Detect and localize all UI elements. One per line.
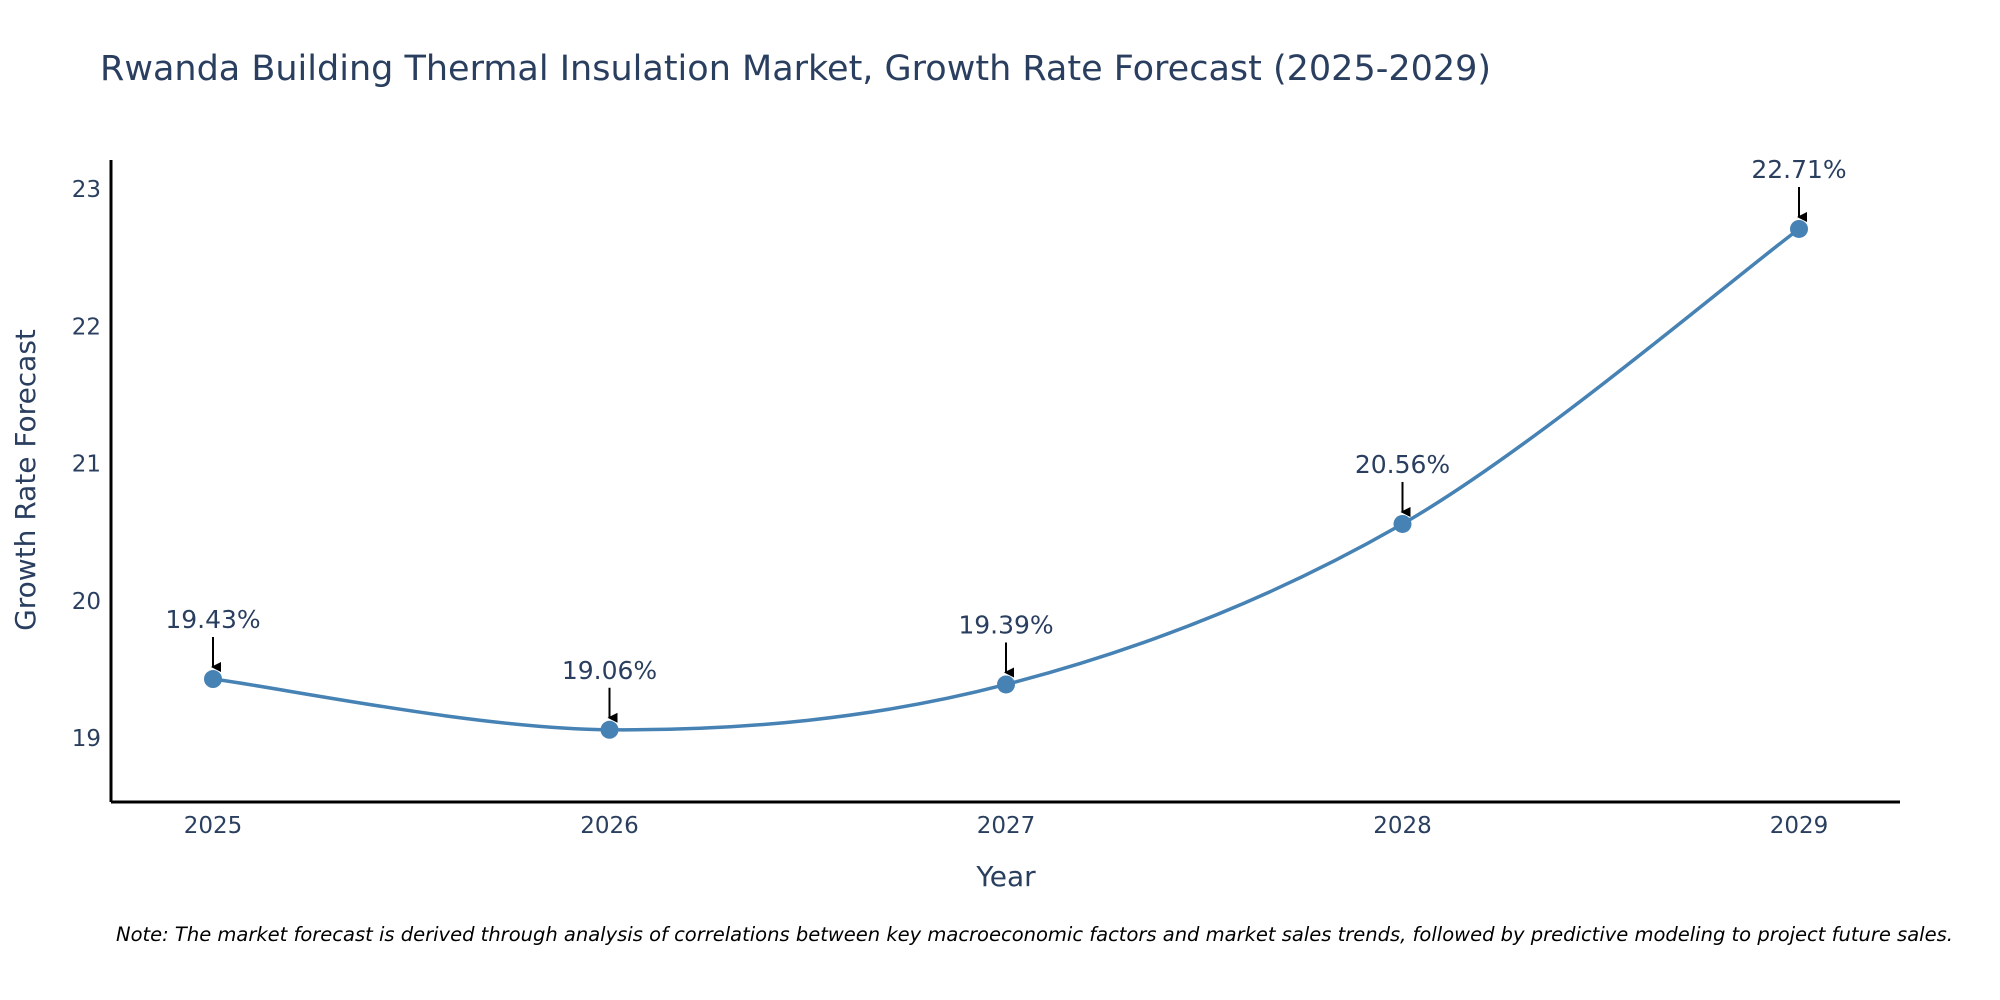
x-tick-label: 2025 — [184, 813, 243, 839]
data-point-2025[interactable] — [204, 670, 222, 689]
footnote: Note: The market forecast is derived thr… — [116, 923, 1953, 946]
y-tick-label: 21 — [72, 452, 101, 478]
annotation-label: 22.71% — [1751, 155, 1846, 184]
annotation-label: 19.43% — [165, 605, 260, 634]
series-layer — [204, 219, 1808, 739]
y-tick-label: 20 — [72, 589, 101, 615]
data-point-2026[interactable] — [600, 720, 619, 739]
x-tick-label: 2026 — [580, 813, 639, 839]
x-tick-label: 2027 — [977, 813, 1036, 839]
annotation-label: 19.06% — [562, 656, 657, 685]
x-tick-labels: 2025 2026 2027 2028 2029 — [184, 813, 1829, 839]
chart-title: Rwanda Building Thermal Insulation Marke… — [100, 49, 1491, 89]
annotations-layer: 19.43% 19.06% 19.39% 20.56% 22.71% — [165, 155, 1847, 723]
x-axis-title: Year — [975, 860, 1036, 893]
annotation-label: 19.39% — [958, 610, 1053, 639]
data-point-2029[interactable] — [1790, 219, 1808, 238]
y-axis-title: Growth Rate Forecast — [9, 329, 42, 631]
x-tick-label: 2029 — [1770, 813, 1829, 839]
x-tick-label: 2028 — [1373, 813, 1432, 839]
y-tick-label: 22 — [72, 314, 101, 340]
annotation-label: 20.56% — [1355, 450, 1450, 479]
y-tick-label: 19 — [72, 726, 101, 752]
y-tick-label: 23 — [72, 177, 101, 203]
data-point-2028[interactable] — [1393, 514, 1412, 533]
data-point-2027[interactable] — [997, 675, 1015, 694]
y-tick-labels: 19 20 21 22 23 — [72, 177, 101, 752]
